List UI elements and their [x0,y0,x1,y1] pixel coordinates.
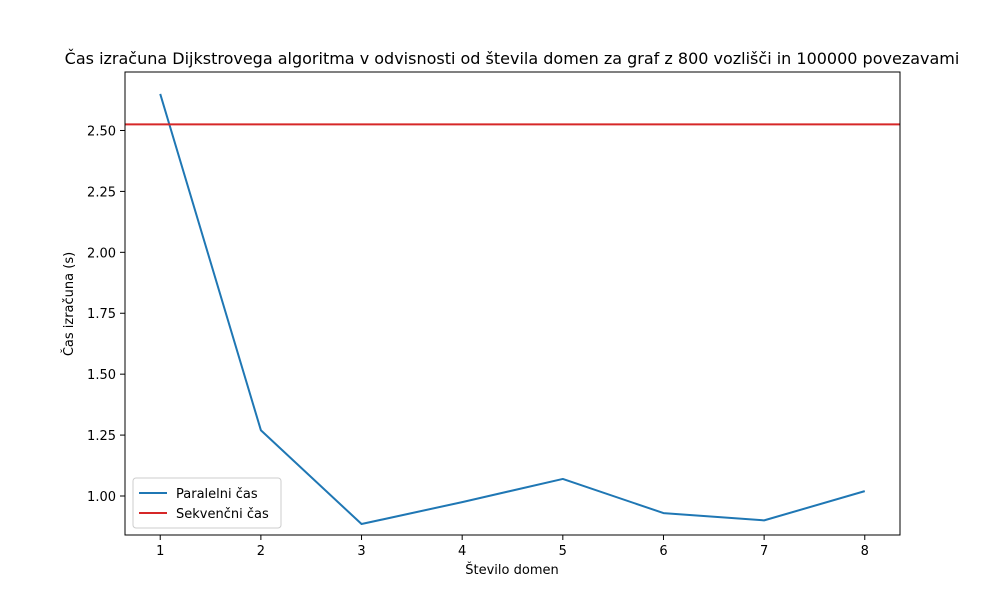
x-tick-label: 6 [659,544,667,559]
x-axis-label: Število domen [465,562,558,578]
legend-label: Sekvenčni čas [176,507,269,522]
y-tick-label: 1.50 [87,368,116,383]
legend: Paralelni čas Sekvenčni čas [132,477,282,529]
series-line-paralelni-cas [159,93,866,526]
legend-label: Paralelni čas [176,487,258,502]
y-tick-label: 2.25 [87,185,116,200]
y-tick-label: 2.00 [87,246,116,261]
x-tick-label: 8 [861,544,869,559]
y-tick-label: 1.25 [87,429,116,444]
plot-area: 1 2 3 4 5 6 7 8 1.00 1.25 1.50 1.75 2.00 2.25 2.50 [87,71,901,559]
y-tick-label: 1.00 [87,490,116,505]
x-tick-label: 5 [559,544,567,559]
chart-title: Čas izračuna Dijkstrovega algoritma v od… [65,49,960,68]
x-tick-label: 2 [257,544,265,559]
plot-frame [124,71,901,536]
x-tick-label: 7 [760,544,768,559]
x-tick-label: 3 [357,544,365,559]
legend-box [132,477,282,529]
y-axis-label: Čas izračuna (s) [61,252,77,356]
y-tick-label: 2.50 [87,124,116,139]
y-tick-label: 1.75 [87,307,116,322]
x-tick-label: 1 [156,544,164,559]
x-tick-label: 4 [458,544,466,559]
